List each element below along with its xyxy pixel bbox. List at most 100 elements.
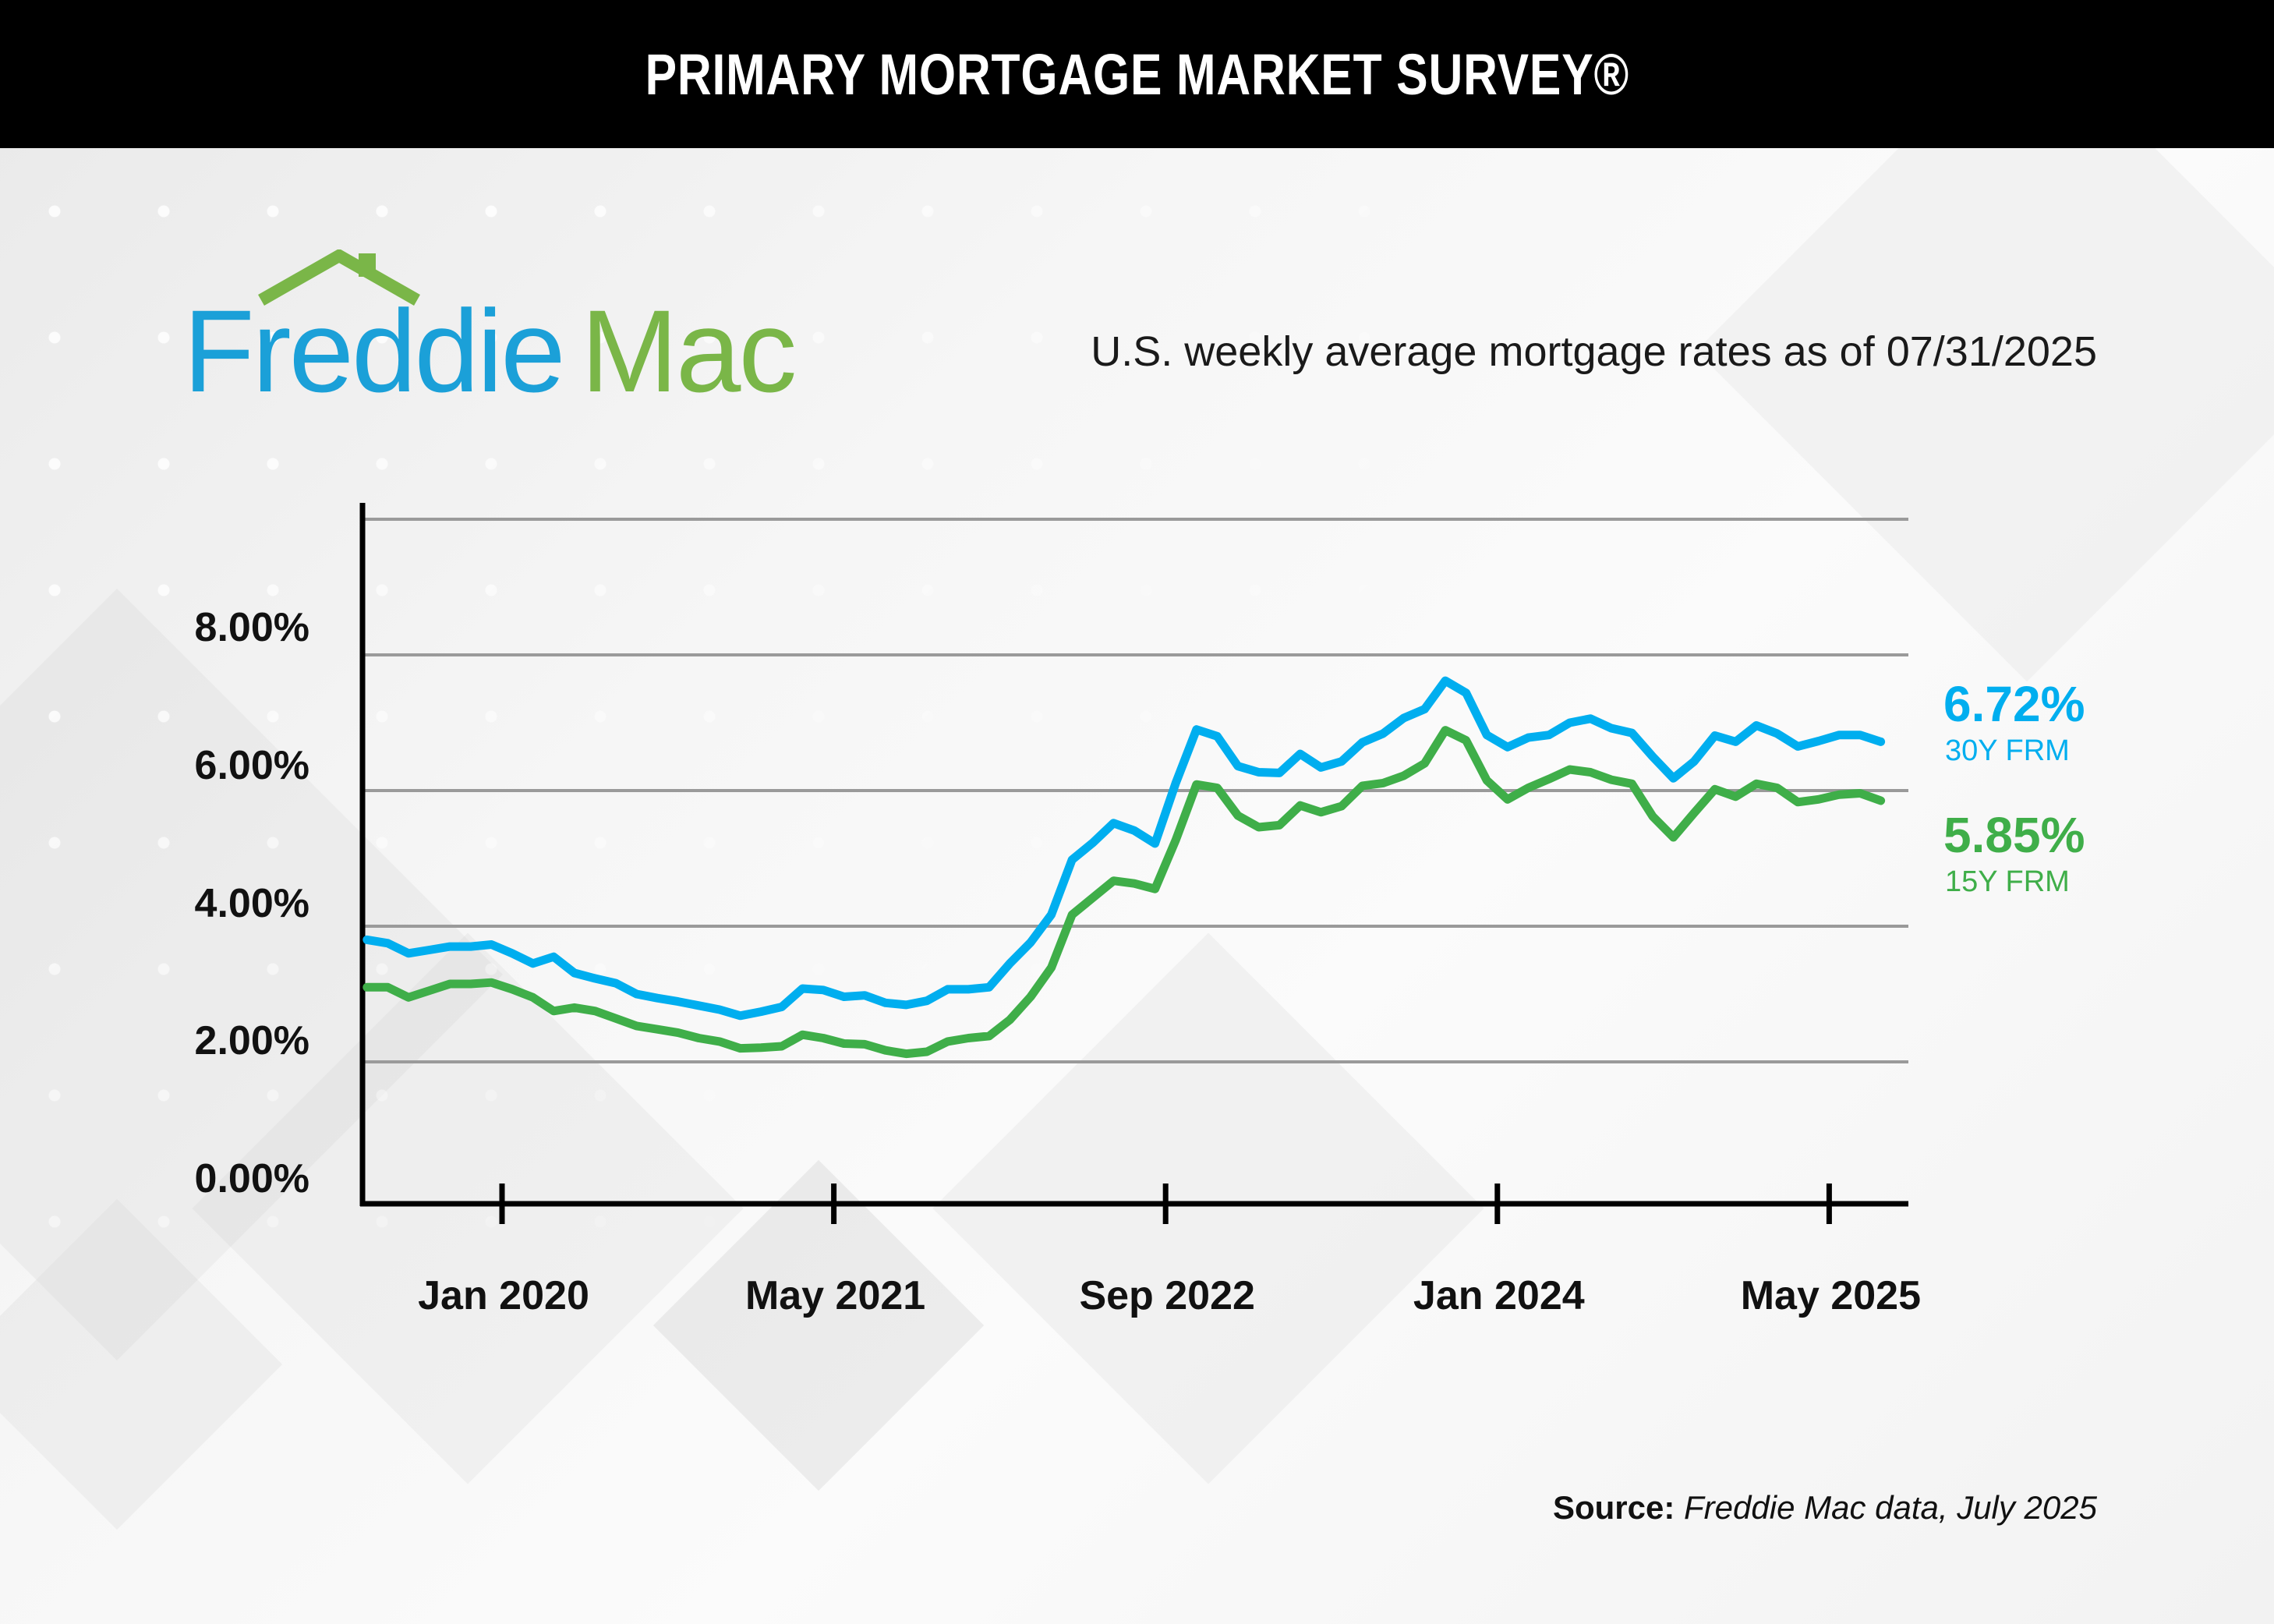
data-point bbox=[1590, 718, 1591, 720]
data-point bbox=[760, 1047, 762, 1049]
freddie-mac-logo: Freddie Mac bbox=[183, 249, 797, 409]
data-point bbox=[1714, 735, 1716, 737]
data-point bbox=[366, 986, 368, 988]
chart-subtitle: U.S. weekly average mortgage rates as of… bbox=[1091, 328, 2097, 375]
data-point bbox=[1196, 729, 1197, 731]
data-point bbox=[574, 972, 575, 974]
data-point bbox=[1092, 897, 1094, 898]
data-point bbox=[1382, 782, 1384, 784]
series-line-15y bbox=[362, 726, 1886, 1059]
x-tick-label: May 2025 bbox=[1740, 1273, 1922, 1318]
data-point bbox=[615, 982, 617, 984]
data-point bbox=[1382, 733, 1384, 734]
data-point bbox=[1735, 741, 1736, 742]
data-point bbox=[470, 983, 472, 985]
data-point bbox=[1673, 837, 1675, 838]
data-point bbox=[885, 1049, 886, 1051]
data-point bbox=[1590, 772, 1591, 773]
data-point bbox=[532, 996, 534, 998]
data-point bbox=[677, 1001, 679, 1003]
data-point bbox=[1071, 859, 1073, 861]
x-tick-label: Jan 2024 bbox=[1413, 1273, 1585, 1318]
data-point bbox=[594, 1010, 596, 1012]
data-point bbox=[1445, 730, 1446, 731]
data-point bbox=[1112, 880, 1114, 882]
data-point bbox=[1133, 883, 1135, 884]
data-point bbox=[1548, 778, 1550, 780]
logo-freddie: Freddie bbox=[183, 285, 566, 416]
data-point bbox=[1569, 722, 1571, 724]
data-point bbox=[926, 1051, 928, 1053]
data-point bbox=[387, 986, 388, 988]
data-point bbox=[988, 986, 990, 988]
house-roof-icon bbox=[258, 249, 420, 306]
data-point bbox=[1527, 787, 1529, 789]
data-point bbox=[1693, 812, 1695, 814]
end-value-15y: 5.85% bbox=[1943, 807, 2085, 863]
data-point bbox=[615, 1017, 617, 1019]
y-tick-label: 0.00% bbox=[194, 1156, 309, 1201]
data-point bbox=[408, 953, 409, 954]
data-point bbox=[843, 996, 845, 997]
data-point bbox=[1216, 735, 1218, 737]
data-point bbox=[926, 1000, 928, 1002]
data-point bbox=[1092, 842, 1094, 844]
data-point bbox=[1859, 792, 1861, 794]
data-point bbox=[449, 946, 451, 947]
data-point bbox=[1403, 775, 1405, 777]
data-point bbox=[1362, 785, 1363, 787]
data-point bbox=[740, 1015, 741, 1017]
data-point bbox=[1403, 717, 1405, 719]
data-point bbox=[1838, 794, 1840, 795]
source-label: Source: bbox=[1552, 1489, 1675, 1526]
x-tick-label: Jan 2020 bbox=[418, 1273, 589, 1318]
data-point bbox=[470, 946, 472, 947]
data-point bbox=[490, 943, 492, 945]
data-point bbox=[429, 990, 430, 992]
data-point bbox=[636, 993, 638, 995]
x-tick-label: May 2021 bbox=[744, 1273, 926, 1318]
data-point bbox=[988, 1035, 990, 1037]
data-point bbox=[905, 1004, 907, 1006]
data-point bbox=[677, 1032, 679, 1034]
data-point bbox=[1673, 777, 1675, 779]
data-point bbox=[636, 1025, 638, 1027]
data-point bbox=[1756, 724, 1757, 726]
data-point bbox=[1278, 824, 1280, 826]
data-point bbox=[511, 953, 513, 954]
data-point bbox=[1735, 796, 1736, 798]
data-point bbox=[1362, 741, 1363, 743]
data-point bbox=[490, 982, 492, 983]
data-point bbox=[698, 1005, 699, 1007]
data-point bbox=[1507, 798, 1508, 800]
data-point bbox=[1859, 734, 1861, 736]
data-point bbox=[1423, 762, 1425, 764]
data-point bbox=[1838, 734, 1840, 736]
data-point bbox=[1693, 761, 1695, 762]
data-point bbox=[843, 1043, 845, 1045]
page-title: PRIMARY MORTGAGE MARKET SURVEY® bbox=[645, 41, 1629, 107]
data-point bbox=[1714, 788, 1716, 790]
data-point bbox=[1818, 798, 1820, 800]
data-point bbox=[1548, 734, 1550, 736]
data-point bbox=[905, 1053, 907, 1055]
data-point bbox=[1196, 784, 1197, 785]
y-tick-label: 2.00% bbox=[194, 1018, 309, 1063]
data-point bbox=[760, 1011, 762, 1013]
data-point bbox=[574, 1007, 575, 1008]
y-tick-label: 4.00% bbox=[194, 881, 309, 926]
data-point bbox=[656, 997, 658, 999]
data-point bbox=[740, 1048, 741, 1049]
series-line-30y bbox=[362, 676, 1886, 1021]
data-point bbox=[1216, 787, 1218, 789]
data-point bbox=[1133, 830, 1135, 831]
data-point bbox=[1258, 826, 1260, 828]
logo-mac: Mac bbox=[581, 285, 797, 416]
end-value-30y: 6.72% bbox=[1943, 676, 2085, 732]
legend-15y: 15Y FRM bbox=[1945, 865, 2070, 898]
data-point bbox=[1258, 772, 1260, 773]
data-point bbox=[449, 983, 451, 985]
data-point bbox=[1880, 741, 1882, 742]
